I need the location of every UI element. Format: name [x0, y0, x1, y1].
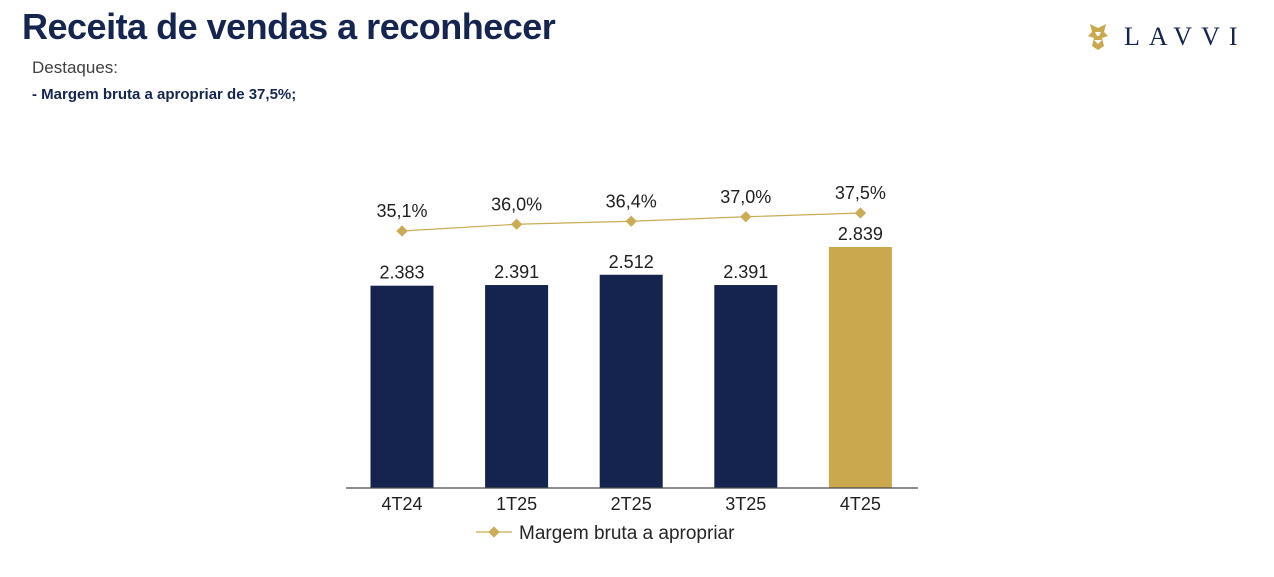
margin-point: [740, 211, 752, 223]
bar-3T25: [714, 285, 778, 488]
logo-wordmark: LAVVI: [1124, 22, 1247, 51]
company-logo: LAVVI: [1086, 20, 1247, 54]
x-tick-label: 4T24: [381, 494, 422, 514]
margin-line-layer: 35,1% 36,0% 36,4% 37,0% 37,5%: [376, 183, 886, 237]
x-tick-label: 4T25: [840, 494, 881, 514]
x-tick-label: 1T25: [496, 494, 537, 514]
bar-value-label: 2.383: [379, 263, 424, 283]
x-tick-labels: 4T24 1T25 2T25 3T25 4T25: [381, 494, 880, 514]
bar-value-label: 2.391: [723, 262, 768, 282]
highlights-label: Destaques:: [32, 58, 118, 77]
chart-legend: Margem bruta a apropriar: [476, 523, 735, 544]
margin-point: [625, 215, 637, 227]
margin-value-label: 35,1%: [376, 201, 427, 221]
x-tick-label: 3T25: [725, 494, 766, 514]
bar-4T25: [828, 247, 892, 488]
margin-value-label: 36,4%: [606, 191, 657, 211]
bar-1T25: [485, 285, 549, 488]
bar-2T25: [599, 274, 663, 488]
margin-point: [854, 207, 867, 219]
page-title: Receita de vendas a reconhecer: [22, 6, 556, 47]
bar-value-label: 2.512: [609, 252, 654, 272]
margin-point: [396, 225, 408, 237]
x-tick-label: 2T25: [611, 494, 652, 514]
margin-value-label: 37,0%: [720, 187, 771, 207]
bar-value-label: 2.839: [838, 224, 883, 244]
lion-mark-icon: [1088, 24, 1108, 50]
highlight-item: - Margem bruta a apropriar de 37,5%;: [32, 86, 297, 103]
legend-label: Margem bruta a apropriar: [519, 523, 735, 544]
margin-point: [510, 218, 523, 230]
bar-value-label: 2.391: [494, 262, 539, 282]
margin-value-label: 37,5%: [835, 183, 886, 203]
bar-4T24: [370, 285, 434, 488]
bars-layer: 2.383 2.391 2.512 2.391 2.839: [370, 224, 892, 488]
margin-value-label: 36,0%: [491, 194, 542, 214]
legend-marker: [488, 526, 500, 538]
